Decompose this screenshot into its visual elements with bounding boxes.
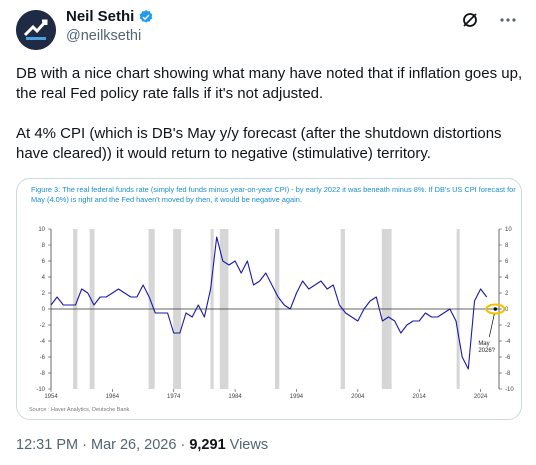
author-name-row: Neil Sethi <box>66 8 154 25</box>
more-options-icon[interactable] <box>498 10 518 30</box>
logo-avatar-icon <box>16 10 56 50</box>
y-tick-label-left: -10 <box>36 387 45 393</box>
x-tick-label: 2024 <box>474 394 488 400</box>
y-tick-label-right: 6 <box>505 259 509 265</box>
grok-icon[interactable] <box>460 10 480 30</box>
y-tick-label-left: 2 <box>42 291 46 297</box>
x-tick-label: 1974 <box>167 394 181 400</box>
line-chart: 10 108 86 64 42 20 0-2 -2-4 -4-6 -6-8 -8-10 -101954… <box>36 227 514 400</box>
author-name[interactable]: Neil Sethi <box>66 8 135 25</box>
y-tick-label-right: -4 <box>505 339 511 345</box>
y-tick-label-left: 0 <box>42 307 46 313</box>
views-label: Views <box>229 437 269 453</box>
series-line <box>50 236 488 370</box>
avatar[interactable] <box>16 10 56 50</box>
y-tick-label-right: 0 <box>505 307 509 313</box>
meta-separator: · <box>180 437 186 453</box>
y-tick-label-right: -10 <box>505 387 514 393</box>
tweet-paragraph: At 4% CPI (which is DB's May y/y forecas… <box>16 125 502 162</box>
y-tick-label-right: 8 <box>505 243 509 249</box>
forecast-point <box>493 307 498 311</box>
figure-caption: Figure 3: The real federal funds rate (s… <box>31 185 516 204</box>
x-tick-label: 2004 <box>351 394 365 400</box>
y-tick-label-left: 8 <box>42 243 46 249</box>
tweet-date[interactable]: Mar 26, 2026 <box>90 437 177 453</box>
y-tick-label-right: 4 <box>505 275 509 281</box>
figure-source: Source : Haver Analytics, Deutsche Bank <box>29 407 130 413</box>
y-tick-label-left: -2 <box>40 323 46 329</box>
x-tick-label: 1994 <box>290 394 304 400</box>
chart-image[interactable]: Figure 3: The real federal funds rate (s… <box>16 178 522 420</box>
y-tick-label-left: -8 <box>40 371 46 377</box>
forecast-label: 2026? <box>478 348 495 354</box>
y-tick-label-left: -4 <box>40 339 46 345</box>
tweet-top-actions <box>460 10 518 30</box>
tweet-paragraph: DB with a nice chart showing what many h… <box>16 65 523 102</box>
forecast-highlight <box>485 303 506 315</box>
meta-separator: · <box>82 437 87 453</box>
y-tick-label-right: -6 <box>505 355 511 361</box>
y-tick-label-right: 2 <box>505 291 509 297</box>
tweet-meta: 12:31 PM · Mar 26, 2026 · 9,291 Views <box>16 437 268 453</box>
forecast-label: May <box>478 341 489 347</box>
view-count: 9,291 <box>189 437 226 453</box>
tweet-time[interactable]: 12:31 PM <box>16 437 79 453</box>
author-handle[interactable]: @neilksethi <box>66 28 142 44</box>
y-tick-label-left: -6 <box>40 355 46 361</box>
y-tick-label-right: 10 <box>505 227 512 233</box>
forecast-arrow <box>488 313 495 338</box>
x-tick-label: 1964 <box>106 394 120 400</box>
tweet-text: DB with a nice chart showing what many h… <box>16 64 526 184</box>
y-tick-label-right: -8 <box>505 371 511 377</box>
y-tick-label-left: 6 <box>42 259 46 265</box>
x-tick-label: 1984 <box>228 394 242 400</box>
x-tick-label: 2014 <box>413 394 427 400</box>
y-tick-label-right: -2 <box>505 323 511 329</box>
verified-badge-icon <box>140 9 153 23</box>
y-tick-label-left: 4 <box>42 275 46 281</box>
x-tick-label: 1954 <box>44 394 58 400</box>
y-tick-label-left: 10 <box>38 227 45 233</box>
